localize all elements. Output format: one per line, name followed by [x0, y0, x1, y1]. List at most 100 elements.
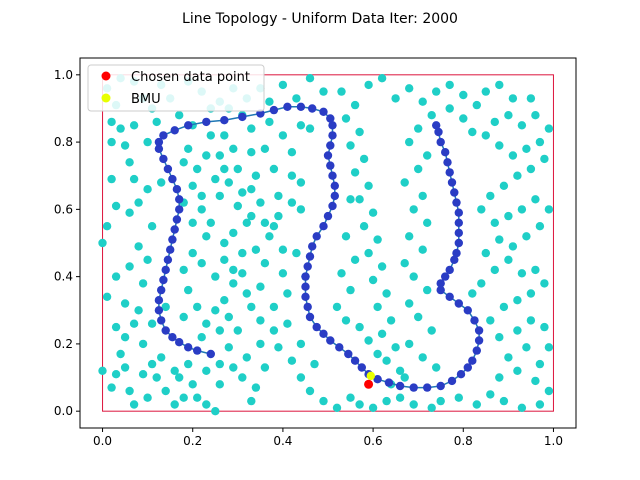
data-point — [120, 333, 130, 342]
neuron-point — [168, 174, 177, 184]
neuron-point — [220, 116, 229, 125]
data-point — [247, 124, 256, 133]
data-point — [197, 191, 206, 201]
data-point — [535, 137, 545, 147]
data-point — [215, 191, 224, 201]
data-point — [405, 299, 414, 308]
neuron-point — [168, 333, 177, 342]
data-point — [445, 80, 454, 90]
data-point — [287, 356, 297, 365]
data-point — [350, 168, 360, 177]
y-tick-label: 0.0 — [54, 404, 73, 418]
data-point — [111, 201, 121, 211]
data-point — [477, 279, 486, 288]
neuron-point — [384, 378, 394, 387]
data-point — [526, 316, 536, 325]
legend-label-chosen: Chosen data point — [131, 70, 250, 85]
data-point — [202, 232, 211, 241]
data-point — [377, 329, 387, 338]
data-point — [495, 141, 504, 150]
neuron-point — [301, 292, 310, 301]
legend-marker-chosen — [101, 71, 111, 81]
data-point — [432, 87, 441, 96]
neuron-point — [161, 326, 170, 335]
neuron-point — [238, 112, 247, 122]
data-point — [341, 316, 351, 325]
data-point — [409, 400, 418, 409]
data-point — [184, 359, 193, 369]
neuron-point — [445, 265, 454, 275]
x-tick-label: 0.0 — [93, 434, 112, 448]
data-point — [129, 121, 139, 130]
data-point — [400, 373, 409, 382]
neuron-point — [163, 164, 173, 174]
neuron-point — [452, 198, 461, 207]
data-point — [504, 255, 513, 264]
data-point — [125, 158, 134, 167]
data-point — [400, 259, 409, 268]
data-point — [229, 265, 238, 275]
data-point — [265, 232, 274, 241]
neuron-point — [450, 188, 459, 197]
data-point — [368, 275, 378, 285]
data-point — [517, 205, 527, 214]
data-point — [256, 316, 265, 325]
data-point — [423, 285, 432, 295]
neuron-point — [175, 205, 184, 214]
neuron-point — [472, 346, 481, 355]
data-point — [495, 373, 504, 382]
data-point — [423, 151, 432, 160]
data-point — [242, 353, 251, 362]
data-point — [382, 356, 391, 365]
data-point — [508, 151, 518, 160]
data-point — [535, 222, 545, 231]
data-point — [143, 255, 152, 264]
data-point — [224, 343, 233, 352]
data-point — [526, 164, 536, 174]
neuron-point — [283, 102, 292, 112]
data-point — [486, 191, 495, 201]
data-point — [513, 296, 522, 305]
data-point — [346, 195, 355, 204]
data-point — [459, 90, 468, 100]
legend-marker-bmu — [101, 93, 111, 103]
neuron-point — [447, 376, 457, 386]
data-point — [220, 131, 229, 140]
data-point — [184, 285, 193, 295]
data-point — [179, 265, 188, 275]
data-point — [319, 87, 328, 96]
data-point — [427, 111, 436, 120]
data-point — [468, 127, 477, 137]
neuron-point — [456, 370, 466, 379]
neuron-point — [373, 375, 382, 384]
neuron-point — [445, 292, 454, 301]
data-point — [251, 245, 261, 254]
neuron-point — [154, 144, 164, 153]
neuron-point — [161, 265, 170, 275]
data-point — [414, 312, 423, 322]
data-point — [134, 242, 143, 251]
data-point — [350, 255, 360, 264]
data-point — [229, 228, 238, 238]
data-point — [477, 205, 486, 214]
data-point — [296, 373, 306, 382]
data-point — [341, 232, 351, 241]
data-point — [504, 211, 513, 221]
data-point — [418, 245, 427, 254]
chart-title: Line Topology - Uniform Data Iter: 2000 — [182, 11, 458, 27]
data-point — [161, 386, 170, 396]
neuron-point — [159, 131, 168, 140]
data-point — [265, 97, 274, 106]
neuron-point — [323, 151, 333, 160]
data-point — [197, 205, 206, 214]
data-point — [292, 94, 301, 103]
data-point — [197, 259, 206, 268]
neuron-point — [175, 195, 184, 204]
data-point — [504, 111, 513, 120]
data-point — [107, 174, 116, 184]
data-point — [418, 97, 427, 106]
neuron-point — [443, 158, 452, 167]
data-point — [332, 302, 342, 312]
data-point — [359, 154, 369, 164]
data-point — [256, 198, 265, 207]
